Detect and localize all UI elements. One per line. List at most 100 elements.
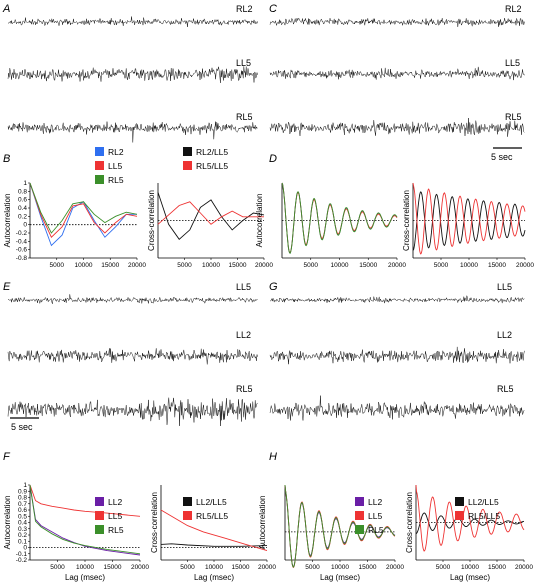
panel-label-b: B [3,153,10,165]
legend-swatch [95,511,104,520]
trace-label-c-1: RL2 [505,4,522,14]
series-LL2-LL5 [415,512,525,535]
legend-label: LL5 [368,511,382,521]
chart-H: 5000 10000 15000 20000 Autocorrelation Lag (m… [258,484,404,582]
x-tick-label: 15000 [103,564,121,571]
y-tick-label: 0.8 [18,495,27,502]
trace-label-a-1: RL2 [236,4,253,14]
series-RL5 [281,182,398,255]
x-tick-label: 10000 [74,262,92,269]
legend-swatch [95,497,104,506]
series-RL5-LL5 [412,182,526,255]
x-tick-label: 15000 [488,564,506,571]
x-tick-label: 15000 [231,564,249,571]
legend-swatch [95,161,104,170]
chart-D: 5000 10000 15000 20000 Autocorrelation [255,182,406,269]
x-tick-label: 15000 [228,262,246,269]
x-tick-label: 10000 [461,564,479,571]
trace-label-e-3: RL5 [236,384,253,394]
y-tick-label: 0.5 [18,513,27,520]
trace-label-g-2: LL2 [497,330,512,340]
series-RL5-LL5 [157,201,264,225]
trace-label-g-1: LL5 [497,282,512,292]
trace-0-0 [7,16,258,28]
trace-3-2 [269,395,525,421]
x-tick-label: 10000 [460,262,478,269]
legend-swatch [95,147,104,156]
legend-label: LL5 [108,511,122,521]
y-axis-label: Cross-correlation [405,492,414,553]
legend-swatch [355,497,364,506]
y-tick-label: 0.1 [18,538,27,545]
trace-3-1 [269,346,525,365]
x-axis-label: Lag (msec) [65,573,105,582]
chart-H2: 5000 10000 15000 20000 Cross-correlation Lag … [405,484,533,582]
trace-3-0 [269,295,525,304]
legend-label: RL5 [108,175,124,185]
x-tick-label: 20000 [128,262,146,269]
chart-B2: 5000 10000 15000 20000 Cross-correlation RL2/… [147,147,273,269]
trace-1-2 [269,117,525,137]
y-tick-label: -0.6 [16,247,28,254]
trace-1-0 [269,17,525,28]
legend-label: RL5/LL5 [196,161,228,171]
series-LL5 [29,182,138,238]
legend-swatch [455,511,464,520]
legend-swatch [183,161,192,170]
panel-label-d: D [269,153,277,165]
y-tick-label: 0.2 [18,532,27,539]
y-axis-label: Autocorrelation [255,194,264,248]
legend-label: LL2 [108,497,122,507]
panel-label-g: G [269,281,278,293]
legend-swatch [183,147,192,156]
legend-label: LL2/LL5 [196,497,227,507]
x-tick-label: 15000 [358,564,376,571]
y-tick-label: 0.2 [18,213,27,220]
y-tick-label: -0.4 [16,238,28,245]
x-tick-label: 10000 [205,564,223,571]
x-tick-label: 5000 [50,262,65,269]
x-tick-label: 20000 [255,262,273,269]
trace-layer [7,16,525,427]
panel-label-e: E [3,281,11,293]
x-tick-label: 5000 [436,564,451,571]
y-tick-label: 1 [23,482,27,489]
y-tick-label: 0.6 [18,197,27,204]
series-LL2-LL5 [160,543,268,547]
y-tick-label: 0.4 [18,205,27,212]
y-axis-label: Cross-correlation [402,190,411,251]
y-tick-label: 0.7 [18,501,27,508]
legend-label: LL2/LL5 [468,497,499,507]
x-tick-label: 10000 [330,262,348,269]
legend-swatch [95,175,104,184]
x-tick-label: 15000 [359,262,377,269]
y-tick-label: -0.1 [16,551,28,558]
panel-label-h: H [269,451,277,463]
series-RL2-LL5 [157,192,265,240]
y-tick-label: -0.8 [16,255,28,262]
legend-label: RL5/LL5 [196,511,228,521]
trace-label-a-2: LL5 [236,58,251,68]
trace-label-c-3: RL5 [505,112,522,122]
x-tick-label: 20000 [258,564,276,571]
panel-label-c: C [269,3,277,15]
trace-0-2 [7,121,258,143]
y-tick-label: -0.2 [16,230,28,237]
panel-label-f: F [3,451,11,463]
x-tick-label: 10000 [76,564,94,571]
legend-swatch [355,525,364,534]
legend-swatch [183,511,192,520]
trace-0-1 [7,66,258,83]
legend-label: RL2/LL5 [196,147,228,157]
legend-label: RL5 [368,525,384,535]
x-axis-label: Lag (msec) [320,573,360,582]
series-RL5-LL5 [160,509,268,552]
x-tick-label: 20000 [386,564,404,571]
chart-F: 5000 10000 15000 20000 -0.2-0.100.10.20.30.4… [3,482,149,582]
x-tick-label: 5000 [50,564,65,571]
legend-swatch [183,497,192,506]
series-LL2 [29,484,141,556]
y-axis-label: Autocorrelation [3,194,12,248]
y-axis-label: Autocorrelation [258,496,267,550]
